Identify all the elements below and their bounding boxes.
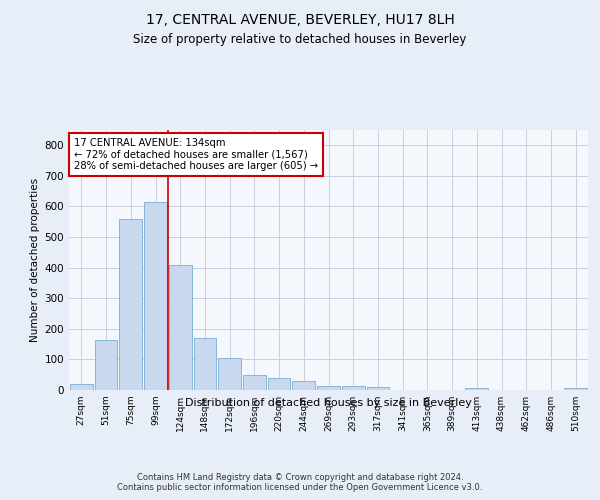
Bar xyxy=(268,378,290,390)
Text: Contains HM Land Registry data © Crown copyright and database right 2024.
Contai: Contains HM Land Registry data © Crown c… xyxy=(118,472,482,492)
Bar xyxy=(144,202,167,390)
Text: 17 CENTRAL AVENUE: 134sqm
← 72% of detached houses are smaller (1,567)
28% of se: 17 CENTRAL AVENUE: 134sqm ← 72% of detac… xyxy=(74,138,319,171)
Bar xyxy=(194,338,216,390)
Y-axis label: Number of detached properties: Number of detached properties xyxy=(31,178,40,342)
Bar xyxy=(119,218,142,390)
Text: Size of property relative to detached houses in Beverley: Size of property relative to detached ho… xyxy=(133,32,467,46)
Bar xyxy=(317,386,340,390)
Bar xyxy=(243,374,266,390)
Bar xyxy=(169,264,191,390)
Text: 17, CENTRAL AVENUE, BEVERLEY, HU17 8LH: 17, CENTRAL AVENUE, BEVERLEY, HU17 8LH xyxy=(146,12,454,26)
Bar xyxy=(292,381,315,390)
Bar xyxy=(367,387,389,390)
Text: Distribution of detached houses by size in Beverley: Distribution of detached houses by size … xyxy=(185,398,472,407)
Bar xyxy=(70,384,93,390)
Bar xyxy=(95,340,118,390)
Bar xyxy=(218,358,241,390)
Bar xyxy=(342,386,365,390)
Bar xyxy=(564,388,587,390)
Bar xyxy=(466,388,488,390)
